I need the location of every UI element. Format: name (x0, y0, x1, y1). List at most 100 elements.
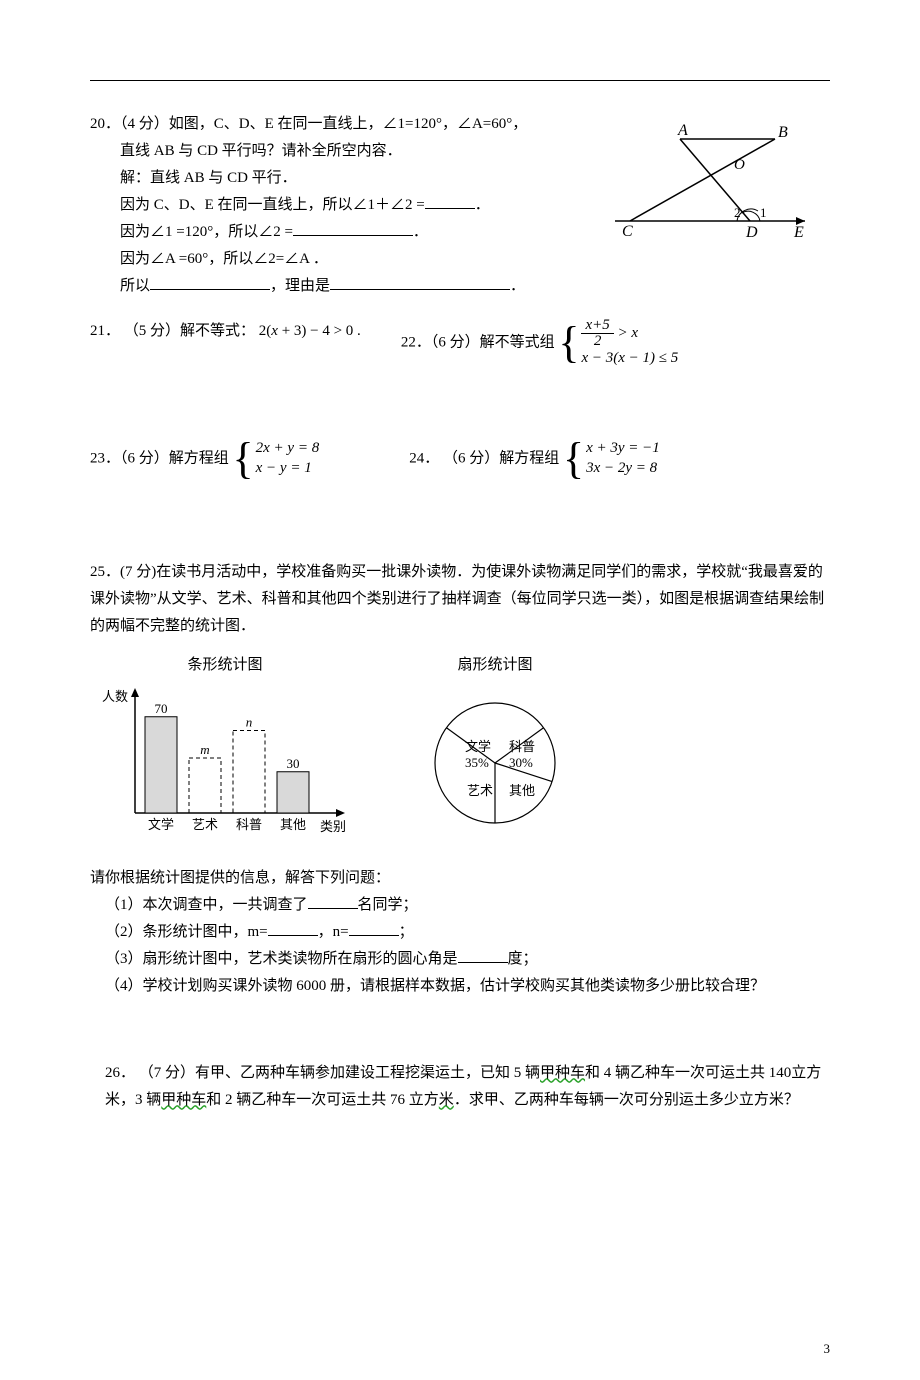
question-26: 26． （7 分）有甲、乙两种车辆参加建设工程挖渠运土，已知 5 辆甲种车和 4… (90, 1060, 830, 1114)
q22-line2: x − 3(x − 1) ≤ 5 (581, 349, 678, 369)
q20-ask: 直线 AB 与 CD 平行吗？请补全所空内容． (90, 138, 570, 165)
blank (425, 193, 475, 209)
svg-text:人数: 人数 (102, 689, 128, 704)
blank (330, 274, 510, 290)
q24-l1: x + 3y = −1 (586, 439, 660, 459)
blank (268, 920, 318, 936)
svg-text:其他: 其他 (509, 783, 535, 798)
q25-s1a: （1）本次调查中，一共调查了 (105, 897, 308, 913)
label-O: O (734, 157, 745, 173)
svg-text:30: 30 (287, 755, 300, 770)
q20-sol-label: 解：直线 AB 与 CD 平行． (90, 165, 570, 192)
q22-den: 2 (581, 334, 613, 349)
row-23-24: 23．（6 分）解方程组 { 2x + y = 8 x − y = 1 24． … (90, 439, 830, 479)
svg-text:其他: 其他 (280, 817, 306, 832)
q21-label: 21． （5 分）解不等式： (90, 323, 255, 339)
q23-system: { 2x + y = 8 x − y = 1 (233, 439, 320, 479)
pie-chart-block: 扇形统计图 文学35% 科普30% 艺术 其他 (410, 652, 580, 853)
q25-s3: （3）扇形统计图中，艺术类读物所在扇形的圆心角是 度； (90, 946, 830, 973)
bar-chart: 人数类别 70 文学 m 艺术 n 科普 30 其他 (100, 683, 350, 843)
pie-title: 扇形统计图 (410, 652, 580, 679)
q23-l1: 2x + y = 8 (256, 439, 320, 459)
label-D: D (745, 224, 758, 241)
question-22: 22．（6 分）解不等式组 { x+52 > x x − 3(x − 1) ≤ … (401, 318, 830, 369)
q25-after: 请你根据统计图提供的信息，解答下列问题： (90, 865, 830, 892)
svg-text:35%: 35% (465, 755, 489, 770)
q25-s2b: ，n= (318, 924, 349, 940)
q25-s1: （1）本次调查中，一共调查了 名同学； (90, 892, 830, 919)
q25-s2a: （2）条形统计图中，m= (105, 924, 268, 940)
q22-label: 22．（6 分）解不等式组 (401, 335, 555, 351)
q24-l2: 3x − 2y = 8 (586, 459, 660, 479)
q20-line3: 因为∠A =60°，所以∠2=∠A ． (90, 246, 570, 273)
question-23: 23．（6 分）解方程组 { 2x + y = 8 x − y = 1 (90, 439, 319, 479)
q25-s1b: 名同学； (358, 897, 418, 913)
svg-text:70: 70 (155, 700, 168, 715)
svg-text:n: n (246, 714, 253, 729)
blank (150, 274, 270, 290)
label-ang2: 2 (734, 205, 741, 220)
bar-chart-block: 条形统计图 人数类别 70 文学 m 艺术 n 科普 30 其他 (100, 652, 350, 853)
blank (293, 220, 413, 236)
q26-w2: 甲种车 (161, 1092, 206, 1108)
svg-text:艺术: 艺术 (467, 783, 493, 798)
bar-title: 条形统计图 (100, 652, 350, 679)
svg-text:文学: 文学 (465, 739, 491, 754)
q20-stem: 20．（4 分）如图，C、D、E 在同一直线上，∠1=120°，∠A=60°， (90, 111, 570, 138)
question-24: 24． （6 分）解方程组 { x + 3y = −1 3x − 2y = 8 (409, 439, 830, 479)
svg-text:类别: 类别 (320, 819, 346, 834)
q20-line4c: ． (510, 278, 525, 294)
q22-num: x+5 (585, 317, 609, 333)
q25-s3b: 度； (508, 951, 538, 967)
q23-l2: x − y = 1 (256, 459, 320, 479)
q26-c: 和 2 辆乙种车一次可运土共 76 立方 (206, 1092, 439, 1108)
q20-line1: 因为 C、D、E 在同一直线上，所以∠1＋∠2 = ． (90, 192, 570, 219)
q25-s3a: （3）扇形统计图中，艺术类读物所在扇形的圆心角是 (105, 951, 458, 967)
q24-label: 24． （6 分）解方程组 (409, 450, 559, 466)
svg-text:艺术: 艺术 (192, 817, 218, 832)
q20-line4: 所以 ，理由是 ． (90, 273, 570, 300)
q22-system: { x+52 > x x − 3(x − 1) ≤ 5 (558, 318, 678, 369)
label-B: B (778, 124, 788, 141)
q26-d: ．求甲、乙两种车每辆一次可分别运土多少立方米？ (454, 1092, 799, 1108)
svg-text:文学: 文学 (148, 817, 174, 832)
q20-line2b: ． (413, 224, 428, 240)
q20-line2: 因为∠1 =120°，所以∠2 = ． (90, 219, 570, 246)
pie-chart: 文学35% 科普30% 艺术 其他 (410, 683, 580, 843)
q26-w1: 甲种车 (540, 1065, 585, 1081)
q20-figure: A B C D E O 1 2 (610, 121, 810, 251)
label-C: C (622, 223, 633, 240)
q20-line4a: 所以 (120, 278, 150, 294)
row-21-22: 21． （5 分）解不等式： 2(x + 3) − 4 > 0 . 22．（6 … (90, 318, 830, 369)
blank (308, 893, 358, 909)
label-A: A (677, 122, 688, 139)
q26-a: 26． （7 分）有甲、乙两种车辆参加建设工程挖渠运土，已知 5 辆 (105, 1065, 540, 1081)
label-E: E (793, 224, 804, 241)
blank (349, 920, 399, 936)
q20-line4b: ，理由是 (270, 278, 330, 294)
q24-system: { x + 3y = −1 3x − 2y = 8 (563, 439, 660, 479)
q26-w3: 米 (439, 1092, 454, 1108)
q25-s2: （2）条形统计图中，m= ，n= ； (90, 919, 830, 946)
blank (458, 947, 508, 963)
q23-label: 23．（6 分）解方程组 (90, 450, 229, 466)
q25-s4: （4）学校计划购买课外读物 6000 册，请根据样本数据，估计学校购买其他类读物… (90, 973, 830, 1000)
svg-text:科普: 科普 (509, 739, 535, 754)
svg-text:科普: 科普 (236, 817, 262, 832)
label-ang1: 1 (760, 205, 767, 220)
q20-line2a: 因为∠1 =120°，所以∠2 = (120, 224, 293, 240)
q21-expr: 2(x + 3) − 4 > 0 . (259, 323, 361, 339)
q22-rest: > x (614, 325, 638, 341)
q20-line1a: 因为 C、D、E 在同一直线上，所以∠1＋∠2 = (120, 197, 425, 213)
page-number: 3 (824, 1337, 831, 1360)
svg-text:m: m (200, 742, 209, 757)
q20-text: 20．（4 分）如图，C、D、E 在同一直线上，∠1=120°，∠A=60°， … (90, 111, 570, 300)
question-25: 25．(7 分)在读书月活动中，学校准备购买一批课外读物．为使课外读物满足同学们… (90, 559, 830, 1000)
q25-s2c: ； (399, 924, 414, 940)
q20-line1b: ． (475, 197, 490, 213)
q25-stem: 25．(7 分)在读书月活动中，学校准备购买一批课外读物．为使课外读物满足同学们… (90, 559, 830, 640)
q25-charts: 条形统计图 人数类别70文学m艺术n科普30其他 扇形统计图 文学35%科普30… (100, 652, 830, 853)
question-20: 20．（4 分）如图，C、D、E 在同一直线上，∠1=120°，∠A=60°， … (90, 111, 830, 300)
svg-text:30%: 30% (509, 755, 533, 770)
question-21: 21． （5 分）解不等式： 2(x + 3) − 4 > 0 . (90, 318, 361, 369)
